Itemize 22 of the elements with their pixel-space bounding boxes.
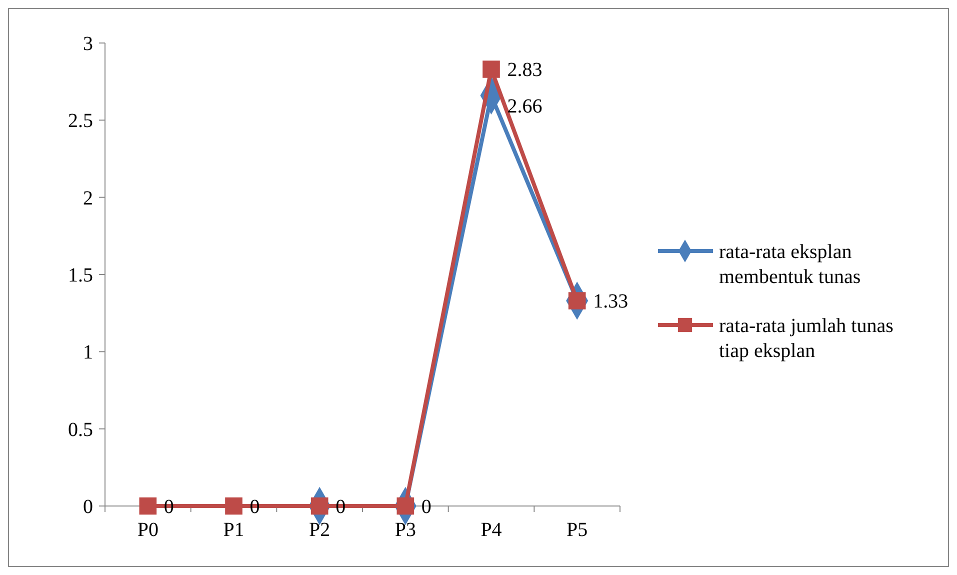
y-tick-label: 1.5 <box>68 264 93 286</box>
point <box>482 60 500 78</box>
x-tick-label: P2 <box>309 519 330 541</box>
y-tick-label: 0.5 <box>68 418 93 441</box>
data-label: 2.83 <box>507 59 542 82</box>
data-label: 2.66 <box>507 95 542 118</box>
x-tick-label: P5 <box>566 519 588 541</box>
x-tick-label: P1 <box>223 519 244 541</box>
point <box>225 497 242 515</box>
data-label: 1.33 <box>593 290 628 313</box>
legend-label: rata-rata jumlah tunas tiap eksplan <box>719 315 894 362</box>
x-tick-label: P0 <box>137 519 158 541</box>
y-tick-label: 2.5 <box>68 110 93 132</box>
y-tick-label: 2 <box>83 187 93 210</box>
x-tick-label: P4 <box>480 519 502 541</box>
legend-label: rata-rata eksplan membentuk tunas <box>719 241 861 288</box>
x-tick-label: P3 <box>394 519 416 541</box>
y-tick-label: 1 <box>83 342 93 364</box>
data-label: 0 <box>421 496 432 518</box>
point <box>139 497 157 515</box>
y-tick-label: 3 <box>83 33 93 55</box>
y-tick-label: 0 <box>83 496 93 518</box>
